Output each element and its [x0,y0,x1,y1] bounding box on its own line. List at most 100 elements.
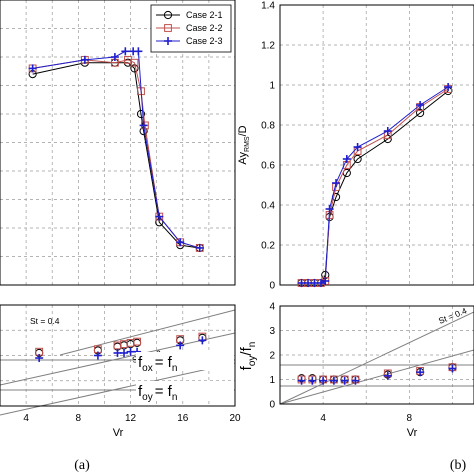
left-bottom-point-s3-7 [198,336,207,345]
foy-equals-fn-label: foy = fn [136,381,234,403]
left-bottom-panel: St = 0.4 St = 0.2 fox= fn foy= fn 481216… [0,304,241,473]
right-bottom-point-s3-7 [416,368,425,377]
right-top-series-line-2 [301,88,449,284]
right-top-point-s3-6 [332,179,341,187]
legend-marker-1 [163,10,173,20]
right-top-point-s3-11 [444,83,453,91]
left-top-point-s3-0 [28,64,37,73]
right-bottom-point-s3-8 [448,364,457,373]
left-x-tick-8: 8 [76,413,82,424]
legend-marker-3 [164,37,172,45]
left-top-point-s3-5 [134,47,143,56]
left-x-tick-16: 16 [177,413,189,424]
right-top-y-ticks: 0 0.2 0.4 0.6 0.8 1 1.2 1.4 [261,1,275,292]
right-bottom-point-s3-6 [383,371,392,380]
right-bottom-y-tick-1: 1 [269,375,275,386]
legend: Case 2-1 Case 2-2 Case 2-3 [150,4,232,53]
foy-eq-f: foy = fn [138,383,177,403]
right-top-y-axis-label: AyRMS/D [237,125,251,164]
left-bottom-x-ticks: 4 8 12 16 20 [23,413,241,424]
right-top-y-tick-0-4: 0.4 [261,201,275,212]
left-bottom-point-s3-1 [93,351,102,360]
left-top-point-s3-9 [195,243,204,252]
left-bottom-point-s3-3 [120,348,129,357]
right-top-y-tick-1-4: 1.4 [261,1,275,12]
right-x-tick-8: 8 [407,413,413,424]
right-top-point-s3-8 [353,143,362,151]
left-top-series-line-2 [32,59,200,249]
right-bottom-marks [297,363,457,385]
panel-b-tag: (b) [450,458,467,473]
right-top-frame [279,4,474,286]
right-top-point-s3-4 [321,277,330,285]
legend-marker-2 [164,24,172,32]
left-top-point-s3-2 [110,53,119,61]
left-top-point-s1-5 [136,109,146,119]
left-bottom-frame [0,304,236,407]
right-top-point-s1-8 [353,154,362,164]
right-top-y-tick-1: 1 [269,81,275,92]
right-bottom-point-s3-5 [351,376,360,385]
legend-label-3: Case 2-3 [186,36,223,46]
right-top-y-tick-1-2: 1.2 [261,41,275,52]
right-top-point-s3-7 [342,155,351,163]
right-top-grid [280,5,474,285]
left-top-frame [0,0,236,286]
right-top-y-tick-0-6: 0.6 [261,161,275,172]
right-top-point-s3-10 [416,101,425,109]
right-top-y-tick-0: 0 [269,281,275,292]
st-0-4-line-right [279,311,474,405]
st-0-4-label-left: St = 0.4 [30,316,60,326]
right-top-point-s3-9 [383,127,392,135]
right-bottom-y-tick-2: 2 [269,351,275,362]
st-0-2-line-right [279,349,474,405]
left-top-point-s3-1 [80,55,89,64]
foy-label-bg [136,381,234,401]
right-bottom-y-ticks: 0 1 2 3 4 [269,302,275,411]
left-bottom-point-s3-6 [176,341,185,350]
fox-equals-fn-label: fox = fn [136,352,234,374]
right-bottom-y-axis-label: foy/fn [238,342,258,371]
right-top-panel: 0 0.2 0.4 0.6 0.8 1 1.2 1.4 AyRMS/D [237,1,474,292]
right-bottom-y-tick-0: 0 [269,400,275,411]
panel-a-tag: (a) [74,458,90,473]
right-top-point-s3-3 [316,279,325,287]
right-bottom-point-s3-1 [308,376,317,385]
left-top-point-s3-3 [121,47,130,56]
right-top-y-tick-0-8: 0.8 [261,121,275,132]
left-bottom-point-s2-5 [133,337,141,346]
left-top-point-s3-6 [139,121,148,130]
right-bottom-point-s3-0 [297,376,306,385]
right-top-series-line-3 [301,86,449,284]
right-top-marks [297,83,453,288]
left-top-point-s3-8 [176,238,185,247]
right-bottom-y-tick-3: 3 [269,326,275,337]
left-top-series-line-3 [32,50,200,249]
right-top-series-line-1 [301,90,449,284]
left-top-point-s2-4 [130,58,139,67]
left-bottom-marks [35,332,207,363]
legend-label-1: Case 2-1 [186,10,223,20]
left-x-tick-4: 4 [23,413,29,424]
st-0-2-line-left [59,309,236,356]
right-bottom-point-s3-2 [319,376,328,385]
left-top-marks [28,47,204,253]
left-top-series-line-1 [32,62,200,249]
fox-eq-f: fox = fn [138,354,177,374]
right-bottom-frame [279,305,474,405]
left-x-tick-12: 12 [125,413,137,424]
right-bottom-y-tick-4: 4 [269,302,275,313]
left-x-axis-label: Vr [113,427,124,439]
right-x-tick-4: 4 [320,413,326,424]
right-bottom-point-s3-3 [329,376,338,385]
legend-label-2: Case 2-2 [186,23,223,33]
right-top-point-s3-5 [325,205,334,213]
left-x-tick-20: 20 [229,413,241,424]
fox-label-bg [136,352,234,370]
right-top-y-tick-0-2: 0.2 [261,241,275,252]
st-0-4-line-left-upper [0,332,236,386]
right-bottom-point-s3-4 [340,376,349,385]
